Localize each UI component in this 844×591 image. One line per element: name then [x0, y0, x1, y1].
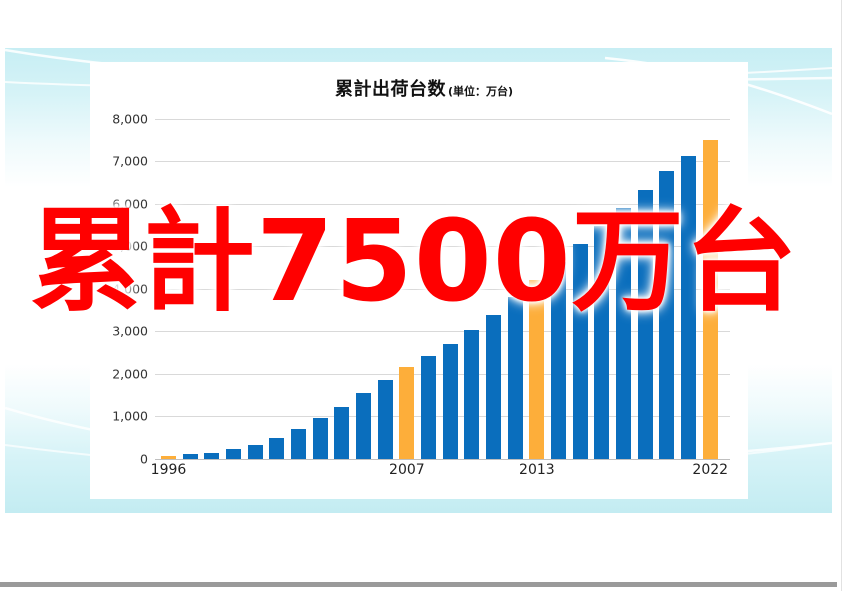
gridline: [155, 416, 730, 418]
bar: [507, 297, 523, 459]
bar: [442, 343, 458, 459]
bar: [637, 189, 653, 459]
x-axis-line: [155, 458, 730, 460]
bar: [464, 329, 480, 459]
bar: [226, 448, 241, 459]
chart-title-unit: (単位：万台): [448, 85, 514, 98]
bar: [377, 380, 393, 459]
x-tick-label: 2013: [519, 461, 555, 478]
headline-overlay: 累計7500万台: [30, 197, 798, 327]
highlight-bar: [702, 140, 718, 459]
chart-panel: 累計出荷台数 (単位：万台) 0 1,000 2,000 3,000 4,000 5,000…: [90, 62, 748, 499]
bar: [334, 406, 350, 459]
gridline: [155, 331, 730, 333]
y-tick-label: 0: [140, 451, 148, 466]
bar: [182, 454, 198, 459]
bar: [594, 225, 610, 459]
gridline: [155, 203, 730, 205]
gridline: [155, 246, 730, 248]
bar: [486, 314, 502, 459]
chart-title-main: 累計出荷台数: [335, 79, 446, 100]
bar: [247, 445, 263, 459]
window-edge-line: [841, 0, 842, 591]
y-tick-label: 4,000: [112, 281, 148, 297]
gridline: [155, 373, 730, 375]
chart-title: 累計出荷台数 (単位：万台): [335, 75, 513, 101]
bar: [291, 428, 307, 459]
highlight-bar: [529, 280, 545, 459]
y-tick-label: 3,000: [112, 323, 148, 339]
y-tick-label: 2,000: [112, 366, 148, 382]
bar: [356, 393, 372, 459]
gridline: [155, 119, 730, 120]
bottom-divider-bar: [0, 582, 837, 587]
x-tick-label: 2007: [389, 461, 425, 478]
y-tick-label: 8,000: [112, 111, 148, 127]
bar: [572, 243, 588, 459]
gridline: [155, 288, 730, 290]
bar: [616, 208, 632, 459]
y-tick-label: 7,000: [112, 153, 148, 169]
highlight-bar: [161, 456, 176, 459]
bar: [269, 438, 285, 459]
plot-area: 0 1,000 2,000 3,000 4,000 5,000 6,000 7,000 8,00…: [112, 112, 730, 478]
gridline: [155, 161, 730, 163]
x-tick-label: 2022: [692, 461, 729, 478]
bar: [312, 417, 328, 459]
highlight-bar: [399, 367, 415, 459]
y-tick-label: 1,000: [112, 408, 148, 424]
y-tick-label: 6,000: [112, 196, 148, 212]
bar: [421, 356, 437, 459]
bar: [681, 155, 697, 459]
x-tick-label: 1996: [150, 461, 187, 478]
bar: [204, 452, 220, 459]
bar: [551, 262, 567, 459]
y-tick-label: 5,000: [112, 238, 148, 254]
bar: [659, 171, 675, 459]
